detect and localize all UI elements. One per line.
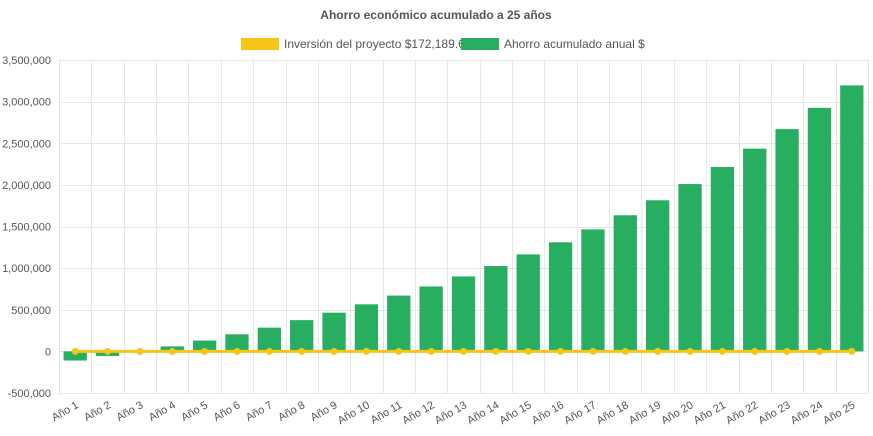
y-tick-label: 3,000,000 xyxy=(2,97,51,109)
point-inversion xyxy=(104,347,112,355)
x-tick-label: Año 13 xyxy=(433,399,469,427)
x-tick-label: Año 5 xyxy=(179,399,210,424)
bar-ahorro xyxy=(613,215,637,352)
bar-ahorro xyxy=(581,229,605,352)
x-tick-label: Año 23 xyxy=(756,399,792,427)
x-tick-label: Año 12 xyxy=(400,399,436,427)
point-inversion xyxy=(233,347,241,355)
x-tick-label: Año 9 xyxy=(309,399,340,424)
x-tick-label: Año 17 xyxy=(562,399,598,427)
bar-ahorro xyxy=(548,242,573,352)
bar-ahorro xyxy=(387,295,411,352)
x-tick-label: Año 24 xyxy=(789,399,825,427)
x-tick-label: Año 18 xyxy=(595,399,631,427)
point-inversion xyxy=(427,347,435,355)
point-inversion xyxy=(395,347,403,355)
bar-ahorro xyxy=(775,129,799,352)
point-inversion xyxy=(848,347,856,355)
y-axis: -500,000 0 500,000 1,000,000 1,500,000 2,000,… xyxy=(2,55,51,400)
point-inversion xyxy=(751,347,759,355)
bar-ahorro xyxy=(484,266,508,352)
point-inversion xyxy=(168,347,176,355)
bar-ahorro xyxy=(646,200,670,352)
point-inversion xyxy=(654,347,662,355)
point-inversion xyxy=(330,347,338,355)
bar-ahorro xyxy=(63,351,87,361)
legend-label-inversion: Inversión del proyecto $172,189.67 xyxy=(284,37,472,51)
bar-ahorro xyxy=(225,334,249,352)
bar-ahorro xyxy=(192,340,217,352)
point-inversion xyxy=(201,347,209,355)
x-tick-label: Año 25 xyxy=(821,399,857,427)
chart-title: Ahorro económico acumulado a 25 años xyxy=(320,8,552,22)
bar-ahorro xyxy=(322,312,346,352)
y-tick-label: 0 xyxy=(45,346,51,358)
x-tick-label: Año 11 xyxy=(369,399,404,426)
bar-ahorro xyxy=(743,148,767,352)
point-inversion xyxy=(492,347,500,355)
bar-ahorro xyxy=(290,320,314,352)
x-tick-label: Año 2 xyxy=(82,399,113,424)
bar-ahorro xyxy=(678,184,702,352)
point-inversion xyxy=(298,347,306,355)
x-tick-label: Año 21 xyxy=(692,399,728,427)
x-tick-label: Año 20 xyxy=(659,399,695,427)
bar-ahorro xyxy=(710,166,735,352)
point-inversion xyxy=(71,347,79,355)
y-tick-label: 1,000,000 xyxy=(2,263,51,275)
x-tick-label: Año 8 xyxy=(276,399,307,424)
bar-ahorro xyxy=(516,254,540,352)
x-tick-label: Año 1 xyxy=(50,399,81,424)
x-tick-label: Año 6 xyxy=(212,399,243,424)
y-tick-label: 3,500,000 xyxy=(2,55,51,67)
bar-ahorro xyxy=(451,276,476,352)
grid xyxy=(59,60,869,394)
point-inversion xyxy=(265,347,273,355)
y-tick-label: 2,500,000 xyxy=(2,138,51,150)
point-inversion xyxy=(718,347,726,355)
y-tick-label: -500,000 xyxy=(8,388,51,400)
point-inversion xyxy=(362,347,370,355)
point-inversion xyxy=(557,347,565,355)
x-tick-label: Año 16 xyxy=(530,399,566,427)
point-inversion xyxy=(136,347,144,355)
legend-label-ahorro: Ahorro acumulado anual $ xyxy=(504,37,645,51)
legend-swatch-inversion xyxy=(241,38,279,50)
point-inversion xyxy=(524,347,532,355)
y-tick-label: 1,500,000 xyxy=(2,222,51,234)
point-inversion xyxy=(460,347,467,355)
legend-swatch-ahorro xyxy=(461,38,499,50)
point-inversion xyxy=(621,347,629,355)
legend: Inversión del proyecto $172,189.67 Ahorr… xyxy=(241,37,645,51)
bars-series xyxy=(63,85,864,361)
line-series xyxy=(71,347,856,355)
x-tick-label: Año 3 xyxy=(115,399,146,424)
bar-ahorro xyxy=(419,286,443,352)
point-inversion xyxy=(815,347,823,355)
y-tick-label: 2,000,000 xyxy=(2,180,51,192)
point-inversion xyxy=(783,347,791,355)
point-inversion xyxy=(686,347,694,355)
x-tick-label: Año 19 xyxy=(627,399,663,427)
x-tick-label: Año 14 xyxy=(465,399,501,427)
x-tick-label: Año 10 xyxy=(336,399,372,427)
bar-ahorro xyxy=(257,327,281,352)
bar-ahorro xyxy=(807,107,832,352)
bar-ahorro xyxy=(840,85,864,352)
x-tick-label: Año 22 xyxy=(724,399,760,427)
x-tick-label: Año 4 xyxy=(147,399,178,424)
x-tick-label: Año 15 xyxy=(498,399,534,427)
x-axis: Año 1 Año 2 Año 3 Año 4 Año 5 Año 6 Año 7 Año 8… xyxy=(50,399,858,427)
y-tick-label: 500,000 xyxy=(11,305,51,317)
x-tick-label: Año 7 xyxy=(244,399,275,424)
point-inversion xyxy=(589,347,597,355)
bar-ahorro xyxy=(354,304,379,352)
